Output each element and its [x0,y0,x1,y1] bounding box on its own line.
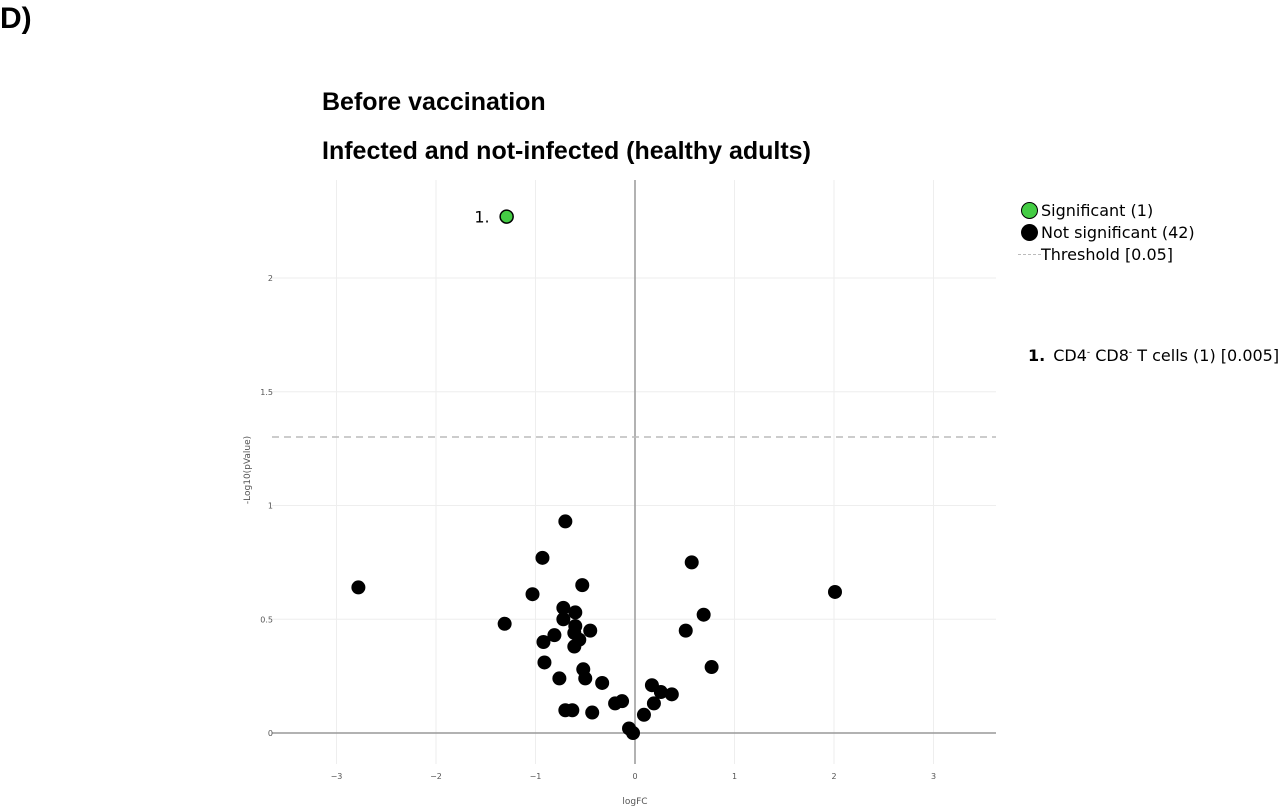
chart-title: Before vaccination [322,88,546,116]
y-tick-label: 2 [268,274,273,283]
y-tick-label: 1.5 [260,388,273,397]
data-point-not-significant [547,628,562,643]
x-tick-label: 2 [831,772,836,781]
x-tick-label: −3 [331,772,343,781]
annotation-rest: T cells (1) [0.005] [1132,346,1280,365]
legend-item-not-significant[interactable]: Not significant (42) [1018,221,1195,243]
not-significant-marker-icon [1021,223,1038,241]
significant-marker-icon [1021,201,1038,219]
data-point-not-significant [536,635,551,649]
x-tick-label: 3 [931,772,936,781]
annotation-sup-b: - [1128,347,1133,358]
data-point-not-significant [568,619,583,634]
x-tick-label: −2 [430,772,442,781]
x-tick-label: −1 [530,772,542,781]
annotation-cell-b: CD8 [1090,346,1129,365]
x-axis-label: logFC [622,797,647,807]
data-point-not-significant [678,623,693,638]
chart-subtitle: Infected and not-infected (healthy adult… [322,137,811,165]
data-point-not-significant [525,587,540,602]
data-point-not-significant [684,555,699,570]
data-point-not-significant [552,671,567,686]
y-tick-label: 0.5 [260,615,273,624]
legend-label-significant: Significant (1) [1041,200,1154,220]
data-point-not-significant [578,671,593,686]
point-annotation: 1. CD4- CD8- T cells (1) [0.005] [1028,346,1279,365]
data-point-not-significant [636,707,651,722]
data-point-not-significant [696,607,711,622]
legend-item-threshold[interactable]: Threshold [0.05] [1018,243,1195,265]
data-point-not-significant [351,580,366,595]
data-point-not-significant [556,612,571,627]
y-tick-label: 0 [268,729,273,738]
data-point-not-significant [568,605,583,620]
data-point-not-significant [664,687,679,702]
data-point-significant [499,209,514,224]
data-point-not-significant [497,616,512,631]
panel-label: D) [0,2,32,35]
data-point-not-significant [535,550,550,565]
data-point-not-significant [653,685,668,700]
data-point-not-significant [565,703,580,718]
threshold-dash-icon [1018,253,1041,255]
y-axis-label: -Log10(pValue) [243,436,253,504]
data-point-not-significant [558,514,573,529]
data-point-not-significant [646,696,661,711]
data-point-not-significant [704,660,719,675]
data-point-not-significant [537,655,552,670]
legend-label-not-significant: Not significant (42) [1041,222,1195,242]
data-point-not-significant [583,623,598,638]
legend-label-threshold: Threshold [0.05] [1041,244,1174,264]
y-tick-label: 1 [268,502,273,511]
annotation-number: 1. [1028,346,1046,365]
data-point-not-significant [585,705,600,720]
x-tick-label: 0 [632,772,637,781]
legend-item-significant[interactable]: Significant (1) [1018,199,1195,221]
annotation-cell-a: CD4 [1053,346,1087,365]
data-point-not-significant [827,584,842,599]
data-point-not-significant [572,632,587,647]
data-point-not-significant [615,694,630,709]
x-tick-label: 1 [732,772,737,781]
data-point-label: 1. [474,208,489,227]
data-point-not-significant [626,726,641,740]
data-point-not-significant [595,675,610,690]
legend: Significant (1) Not significant (42) Thr… [1018,199,1195,265]
annotation-sup-a: - [1086,347,1091,358]
data-point-not-significant [556,600,571,615]
data-point-not-significant [575,578,590,593]
